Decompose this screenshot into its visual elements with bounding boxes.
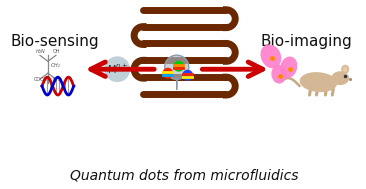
Text: Bio-imaging: Bio-imaging <box>261 34 352 49</box>
Ellipse shape <box>341 65 349 74</box>
Ellipse shape <box>280 57 297 78</box>
Text: Bio-sensing: Bio-sensing <box>11 34 99 49</box>
Text: M$^{n+}$: M$^{n+}$ <box>107 63 128 76</box>
Circle shape <box>104 56 130 82</box>
Text: COOH: COOH <box>34 77 49 82</box>
Ellipse shape <box>300 72 337 92</box>
Text: $NH_2$: $NH_2$ <box>52 75 63 84</box>
Circle shape <box>182 70 193 81</box>
Polygon shape <box>165 55 189 89</box>
Circle shape <box>163 68 173 79</box>
Circle shape <box>173 61 184 72</box>
Ellipse shape <box>331 71 349 85</box>
Ellipse shape <box>343 66 348 72</box>
Text: $H_2N$: $H_2N$ <box>35 47 46 56</box>
Ellipse shape <box>261 44 281 68</box>
Text: Quantum dots from microfluidics: Quantum dots from microfluidics <box>70 168 299 182</box>
Text: OH: OH <box>53 49 60 54</box>
Ellipse shape <box>271 65 286 84</box>
Text: $CH_2$: $CH_2$ <box>50 61 61 70</box>
